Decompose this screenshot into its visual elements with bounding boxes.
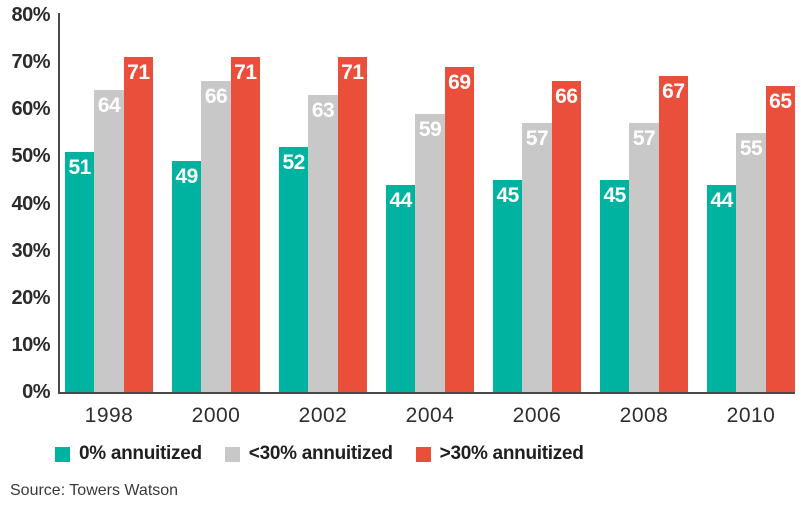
bar-group: 45 57 67 (600, 15, 688, 392)
bar-value-label: 44 (710, 188, 733, 212)
y-tick-label: 80% (11, 4, 50, 26)
x-tick-label: 1998 (84, 404, 134, 427)
bar-value-label: 52 (282, 150, 305, 174)
x-tick-label: 2000 (191, 404, 241, 427)
x-axis-line (58, 392, 795, 394)
bar: 49 (172, 161, 202, 392)
bar: 55 (736, 132, 766, 392)
bar: 44 (707, 184, 737, 392)
bar-value-label: 71 (127, 61, 150, 85)
x-tick-label: 2004 (405, 404, 455, 427)
bar: 44 (386, 184, 416, 392)
bar: 64 (94, 90, 124, 392)
y-tick-label: 0% (22, 381, 50, 403)
bar-group: 51 64 71 (65, 15, 153, 392)
bar: 71 (123, 57, 153, 392)
bar-value-label: 65 (769, 89, 792, 113)
bar-value-label: 49 (175, 165, 198, 189)
bar-value-label: 45 (496, 183, 519, 207)
legend-item: 0% annuitized (55, 443, 202, 465)
legend-swatch (224, 446, 240, 462)
bar-value-label: 71 (234, 61, 257, 85)
bar: 45 (493, 179, 523, 392)
legend: 0% annuitized <30% annuitized >30% annuiti… (55, 443, 584, 465)
bar-value-label: 57 (632, 127, 656, 151)
y-tick-label: 70% (11, 51, 50, 74)
bar: 66 (551, 80, 581, 392)
bar-value-label: 44 (389, 188, 412, 212)
y-tick-label: 60% (11, 98, 50, 121)
y-tick-label: 20% (11, 286, 50, 309)
y-tick-label: 50% (11, 145, 50, 168)
bar: 66 (201, 80, 231, 392)
y-tick-label: 30% (11, 239, 50, 262)
y-tick-label: 40% (11, 192, 50, 215)
legend-label: >30% annuitized (439, 443, 584, 464)
legend-label: 0% annuitized (79, 443, 202, 464)
bar-value-label: 57 (525, 127, 549, 151)
bar-group: 49 66 71 (172, 15, 260, 392)
bar-value-label: 55 (739, 136, 763, 160)
bar-value-label: 69 (448, 70, 471, 94)
x-tick-label: 2006 (512, 404, 562, 427)
legend-label: <30% annuitized (248, 443, 393, 464)
bar: 71 (230, 57, 260, 392)
bar-value-label: 71 (341, 61, 364, 85)
bar: 52 (279, 146, 309, 392)
bar: 51 (65, 151, 95, 392)
bar: 67 (658, 76, 688, 392)
bar: 71 (337, 57, 367, 392)
legend-swatch (415, 446, 431, 462)
plot-area: 51 64 71 49 66 71 52 63 71 44 59 69 45 57 66 45 57 67 44 55… (60, 15, 795, 392)
bar-value-label: 59 (418, 117, 442, 141)
y-axis-line (58, 13, 60, 394)
bar-value-label: 51 (68, 155, 91, 179)
source-note: Source: Towers Watson (10, 482, 179, 499)
bar: 59 (415, 113, 445, 392)
bar-group: 52 63 71 (279, 15, 367, 392)
bar-group: 44 59 69 (386, 15, 474, 392)
x-tick-label: 2008 (619, 404, 669, 427)
bar: 57 (629, 123, 659, 392)
bar: 69 (444, 66, 474, 392)
bar-value-label: 66 (555, 84, 578, 108)
bar: 57 (522, 123, 552, 392)
legend-swatch (55, 446, 70, 462)
bar: 63 (308, 95, 338, 392)
bar-group: 44 55 65 (707, 15, 795, 392)
legend-item: <30% annuitized (224, 443, 393, 465)
bar-value-label: 66 (204, 84, 228, 108)
bar-value-label: 63 (311, 99, 335, 123)
bar: 45 (600, 179, 630, 392)
x-tick-label: 2002 (298, 404, 348, 427)
bar-group: 45 57 66 (493, 15, 581, 392)
bar-value-label: 64 (97, 94, 121, 118)
legend-item: >30% annuitized (415, 443, 584, 465)
bar-value-label: 67 (662, 80, 685, 104)
x-tick-label: 2010 (726, 404, 776, 427)
bar: 65 (765, 85, 795, 392)
bar-value-label: 45 (603, 183, 626, 207)
y-tick-label: 10% (11, 333, 50, 356)
